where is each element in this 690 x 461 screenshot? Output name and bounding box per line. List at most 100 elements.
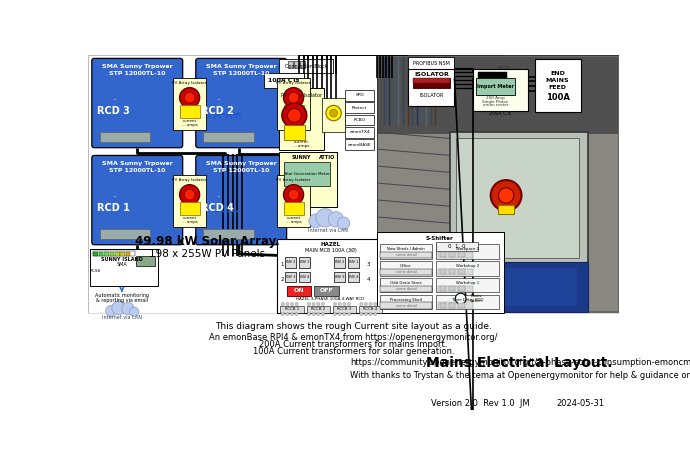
Bar (458, 303, 464, 308)
Bar (284, 161, 330, 186)
Text: END: END (550, 71, 565, 77)
Bar (436, 261, 499, 276)
Bar (438, 285, 473, 292)
Text: HAZEL: HAZEL (320, 242, 341, 247)
Bar (277, 175, 310, 227)
Bar (450, 132, 589, 271)
Text: 100A: 100A (546, 93, 570, 102)
Bar (440, 286, 446, 291)
Text: SMA Sunny Trpower: SMA Sunny Trpower (206, 160, 277, 165)
FancyBboxPatch shape (196, 59, 286, 148)
Text: current: current (183, 119, 197, 123)
Text: INV 3: INV 3 (286, 275, 295, 279)
Text: RCBO: RCBO (354, 118, 366, 122)
Bar (88, 55, 504, 313)
Bar (457, 267, 577, 306)
Bar (173, 175, 206, 227)
Bar (264, 73, 304, 89)
Bar (380, 244, 432, 259)
Text: SUNNY ISLAND: SUNNY ISLAND (101, 257, 143, 262)
Bar (277, 77, 310, 130)
Bar (88, 313, 620, 410)
Text: 200A CTs: 200A CTs (489, 112, 511, 116)
Text: 200A Current transformers for mains Import.: 200A Current transformers for mains Impo… (259, 340, 448, 349)
Bar (104, 252, 109, 255)
Bar (315, 285, 339, 296)
Bar (99, 252, 103, 255)
Circle shape (284, 185, 304, 205)
Bar (436, 295, 499, 309)
Text: ON: ON (294, 289, 304, 294)
Bar (380, 269, 432, 275)
Text: 200 Amp: 200 Amp (486, 96, 504, 100)
Circle shape (290, 313, 293, 316)
Circle shape (290, 302, 293, 306)
Bar (345, 115, 375, 125)
Bar (90, 249, 158, 286)
Circle shape (364, 313, 368, 316)
Text: INV 1: INV 1 (299, 260, 309, 265)
Bar (299, 272, 310, 283)
Text: ISOLATOR: ISOLATOR (420, 93, 444, 98)
Text: RCD 4: RCD 4 (201, 203, 234, 213)
Text: .: . (113, 92, 117, 102)
Text: 4: 4 (366, 277, 370, 282)
Text: An emonBase RPI4 & emonTX4 from https://openenergymonitor.org/: An emonBase RPI4 & emonTX4 from https://… (209, 333, 498, 342)
Text: RCCB 3: RCCB 3 (337, 307, 351, 312)
Text: SMA Sunny Trpower: SMA Sunny Trpower (206, 64, 277, 69)
Bar (137, 256, 155, 266)
Text: ... amps: ... amps (181, 220, 197, 225)
Bar (115, 252, 119, 255)
Text: SMA: SMA (117, 262, 127, 267)
Circle shape (184, 92, 195, 103)
Text: some detail: some detail (395, 287, 417, 290)
Bar (438, 252, 473, 258)
Text: 0  1  0: 0 1 0 (448, 244, 466, 249)
Bar (473, 69, 529, 111)
Text: FEED: FEED (549, 85, 566, 90)
Bar (380, 278, 432, 292)
Text: ... amps: ... amps (181, 124, 197, 127)
Text: INV 2: INV 2 (335, 260, 344, 265)
Bar (179, 106, 199, 118)
Text: emonBASE: emonBASE (348, 142, 372, 147)
Circle shape (317, 313, 319, 316)
Bar (377, 232, 504, 313)
Circle shape (343, 302, 346, 306)
Circle shape (498, 188, 514, 203)
Bar (348, 257, 359, 268)
Bar (335, 272, 345, 283)
Bar (380, 302, 432, 309)
Text: 100A CTs: 100A CTs (268, 78, 299, 83)
Circle shape (312, 313, 315, 316)
Text: 198 x 255W PV Panels: 198 x 255W PV Panels (149, 249, 266, 259)
Bar (277, 239, 384, 313)
Bar (204, 131, 253, 142)
Bar (498, 205, 514, 214)
Bar (335, 257, 345, 268)
Bar (458, 253, 464, 257)
Text: .: . (217, 189, 221, 199)
Text: Version 2.0  Rev 1.0  JM: Version 2.0 Rev 1.0 JM (431, 399, 530, 408)
Bar (380, 295, 432, 309)
Bar (110, 252, 114, 255)
Circle shape (338, 302, 342, 306)
Bar (173, 77, 206, 130)
Text: INV 1: INV 1 (349, 260, 358, 265)
Text: RC4#: RC4# (90, 269, 101, 273)
Text: MAINS: MAINS (546, 78, 569, 83)
Bar (408, 69, 455, 106)
Text: MAIN MCB 100A (3Ø): MAIN MCB 100A (3Ø) (305, 248, 357, 254)
Text: Workshop 2: Workshop 2 (456, 264, 480, 268)
Circle shape (316, 208, 335, 227)
Bar (284, 124, 305, 140)
Text: 3: 3 (366, 262, 370, 267)
Text: New Sheds / Admin: New Sheds / Admin (387, 248, 425, 251)
Bar (285, 257, 296, 268)
Text: PV Array Isolator: PV Array Isolator (277, 178, 310, 182)
Bar (378, 57, 618, 134)
Text: 100A Current transformers for solar generation.: 100A Current transformers for solar gene… (253, 347, 455, 355)
Text: https://community.openenergymonitor.org/t/3-phase-solar-consumption-emoncms-inpu: https://community.openenergymonitor.org/… (350, 358, 690, 367)
Bar (456, 138, 579, 258)
Text: Workpace 2: Workpace 2 (456, 248, 479, 251)
